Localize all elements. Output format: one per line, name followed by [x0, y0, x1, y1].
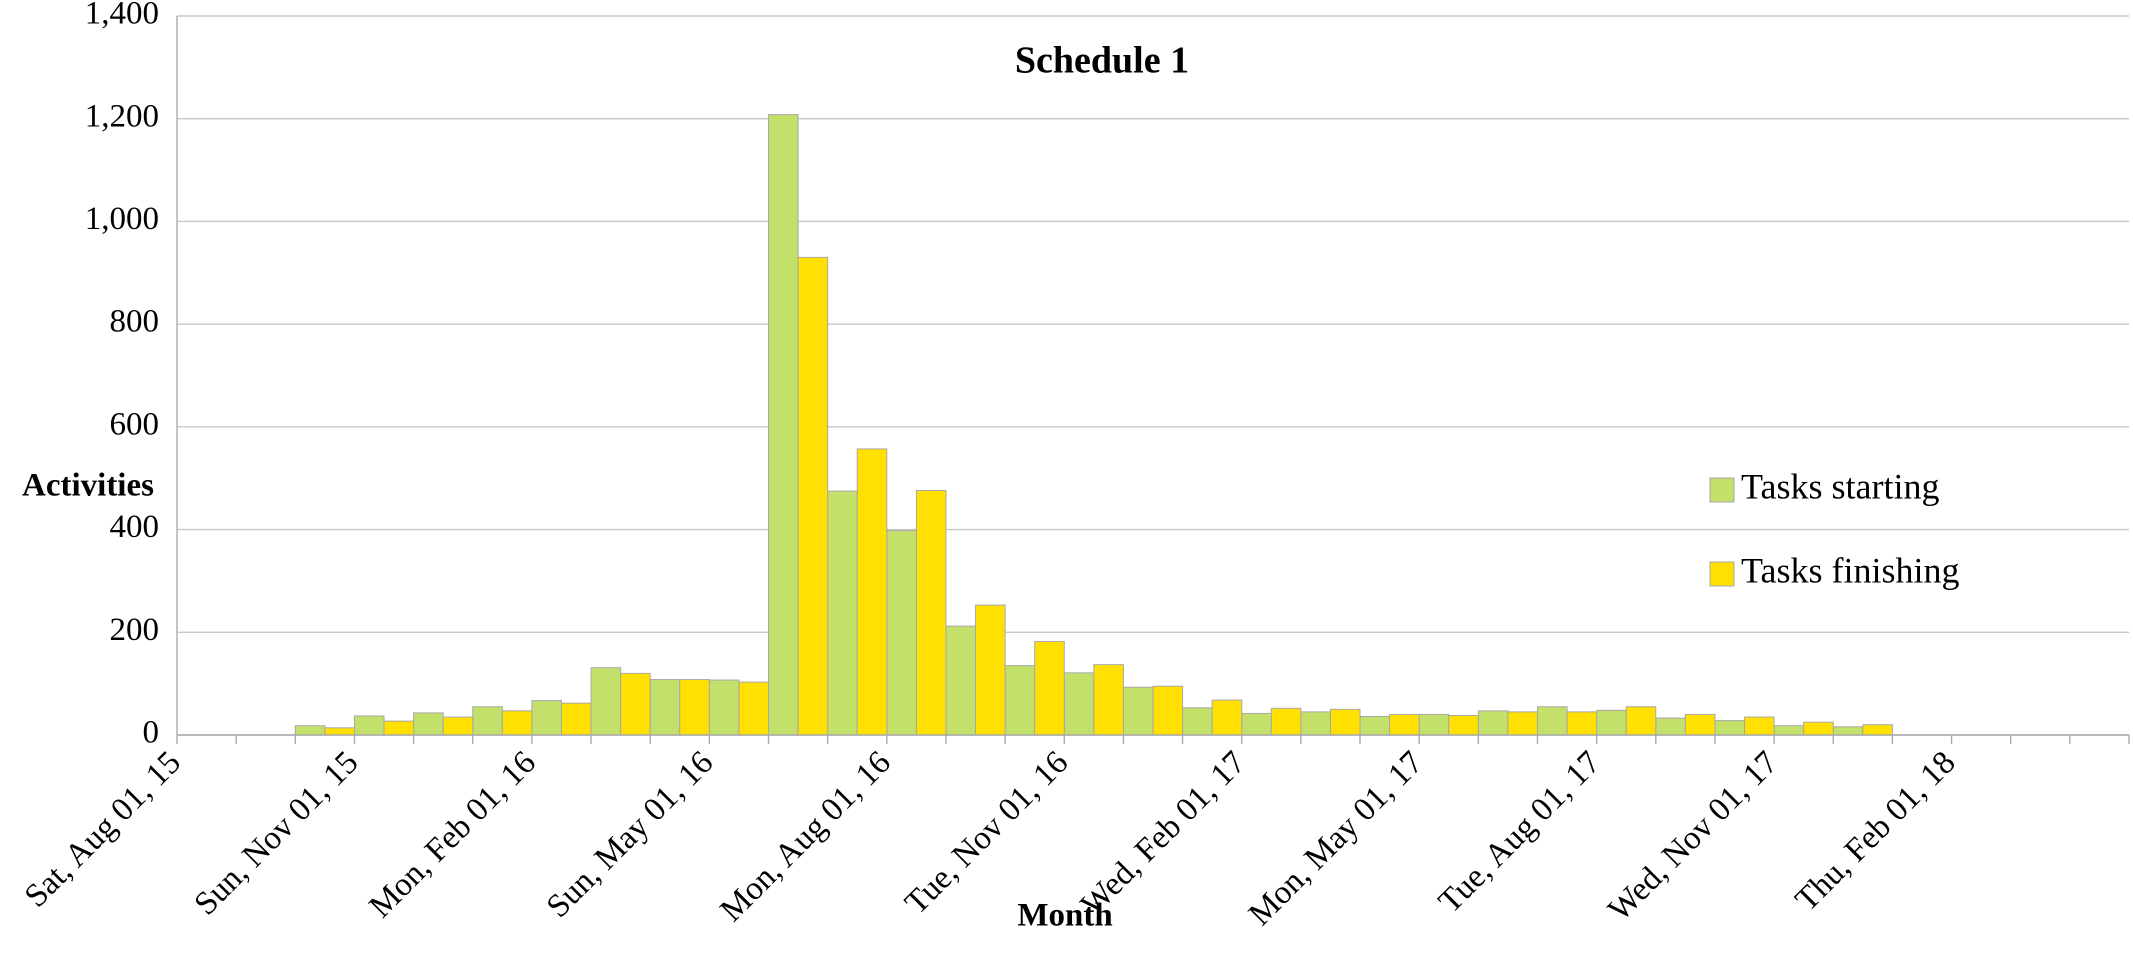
bar [708, 679, 740, 736]
bar [1803, 721, 1834, 736]
bar [738, 681, 770, 736]
bar [1714, 720, 1746, 736]
x-tick-label: Tue, Nov 01, 16 [898, 745, 1075, 922]
bar [1241, 712, 1272, 736]
bar [560, 702, 592, 736]
bar [1270, 707, 1302, 736]
bar [1182, 707, 1213, 736]
x-axis-title: Month [1017, 898, 1112, 934]
bar [1684, 713, 1716, 736]
x-tick-label: Sat, Aug 01, 15 [18, 745, 188, 915]
x-tick-label: Mon, May 01, 17 [1242, 745, 1430, 933]
bar [590, 667, 622, 736]
bar [1862, 724, 1893, 736]
bar [1536, 706, 1568, 736]
bar [1773, 725, 1805, 736]
bar [1389, 713, 1420, 736]
bar [1359, 716, 1391, 736]
y-tick-label: 600 [110, 406, 160, 442]
bar [886, 530, 917, 736]
bar [1596, 709, 1627, 736]
bar [1034, 641, 1065, 736]
bar [413, 712, 444, 736]
bar [620, 672, 651, 736]
bar [501, 710, 533, 736]
bar [531, 700, 562, 736]
bar [1566, 711, 1598, 736]
y-tick-label: 200 [110, 612, 160, 648]
bar [1300, 711, 1331, 736]
y-tick-label: 1,200 [85, 98, 159, 134]
bar [1655, 717, 1686, 736]
bar [1625, 706, 1657, 736]
bar [915, 490, 947, 736]
x-tick-label: Sun, May 01, 16 [540, 745, 720, 925]
legend-swatch [1709, 477, 1735, 503]
x-tick-label: Thu, Feb 01, 18 [1789, 745, 1963, 919]
legend-label: Tasks starting [1741, 466, 1939, 506]
legend-swatch [1709, 561, 1735, 587]
x-tick-label: Wed, Feb 01, 17 [1074, 745, 1252, 923]
bar [768, 114, 799, 736]
bar [1832, 726, 1864, 736]
bar [1448, 714, 1479, 736]
y-axis-title: Activities [22, 468, 154, 504]
bar [1507, 711, 1538, 736]
bar [294, 725, 326, 736]
bar [1063, 672, 1095, 736]
bar [472, 706, 503, 736]
bar [1122, 686, 1154, 736]
bar [442, 716, 474, 736]
x-tick-label: Wed, Nov 01, 17 [1601, 745, 1785, 929]
legend-label: Tasks finishing [1741, 550, 1959, 590]
bar [945, 625, 977, 736]
y-tick-label: 400 [110, 509, 160, 545]
bar [797, 256, 829, 736]
y-tick-label: 0 [143, 715, 160, 751]
bar [1152, 685, 1184, 736]
x-tick-label: Sun, Nov 01, 15 [188, 745, 366, 923]
bar [1418, 713, 1450, 736]
y-tick-label: 1,000 [85, 201, 159, 237]
bar [324, 727, 355, 736]
chart-title: Schedule 1 [1015, 40, 1189, 82]
bar [649, 679, 681, 736]
bar [353, 715, 385, 736]
bar [975, 604, 1006, 736]
bar [827, 490, 858, 736]
x-tick-label: Mon, Feb 01, 16 [363, 745, 543, 925]
bar [1329, 708, 1361, 736]
bar [679, 679, 710, 736]
bar [1004, 665, 1036, 736]
x-tick-label: Tue, Aug 01, 17 [1432, 745, 1608, 921]
bar [1477, 710, 1509, 736]
bar [383, 720, 415, 736]
x-tick-label: Mon, Aug 01, 16 [714, 745, 898, 929]
bar [856, 448, 888, 736]
y-tick-label: 800 [110, 304, 160, 340]
y-tick-label: 1,400 [85, 0, 159, 32]
bar [1744, 716, 1775, 736]
bar [1093, 664, 1124, 736]
bar [1211, 699, 1243, 736]
